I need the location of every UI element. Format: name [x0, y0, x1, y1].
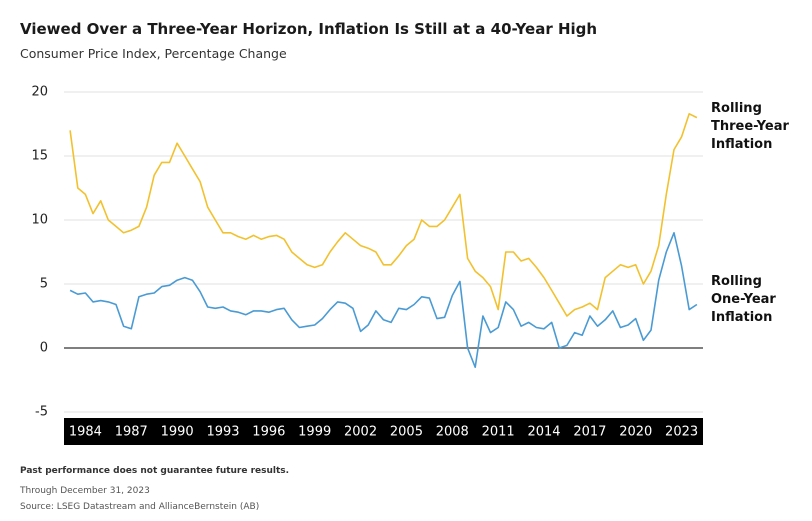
x-tick-label: 2002 [344, 425, 377, 440]
note: Through December 31, 2023 [20, 486, 150, 496]
x-tick-label: 1990 [161, 425, 194, 440]
x-tick-label: 2023 [665, 425, 698, 440]
x-tick-label: 1996 [252, 425, 285, 440]
series-label: Rolling One-Year Inflation [711, 274, 776, 325]
x-tick-label: 2014 [527, 425, 560, 440]
data-line [69, 232, 698, 368]
x-tick-label: 1987 [115, 425, 148, 440]
x-tick-label: 2017 [573, 425, 606, 440]
y-tick-label: 5 [40, 277, 48, 292]
note: Past performance does not guarantee futu… [20, 466, 290, 476]
note: Source: LSEG Datastream and AllianceBern… [20, 502, 260, 512]
data-line [69, 113, 698, 317]
y-tick-label: 0 [40, 341, 48, 356]
series-label: Rolling Three-Year Inflation [711, 101, 789, 152]
chart-title: Viewed Over a Three-Year Horizon, Inflat… [20, 20, 598, 38]
y-tick-label: -5 [35, 405, 48, 420]
x-tick-label: 1993 [206, 425, 239, 440]
chart-subtitle: Consumer Price Index, Percentage Change [20, 46, 287, 61]
x-tick-label: 2011 [482, 425, 515, 440]
x-axis-band [64, 418, 703, 445]
x-tick-label: 2005 [390, 425, 423, 440]
x-tick-label: 1999 [298, 425, 331, 440]
y-tick-label: 20 [31, 85, 48, 100]
x-tick-label: 2020 [619, 425, 652, 440]
y-tick-label: 10 [31, 213, 48, 228]
x-tick-label: 2008 [436, 425, 469, 440]
y-tick-label: 15 [31, 149, 48, 164]
x-tick-label: 1984 [69, 425, 102, 440]
